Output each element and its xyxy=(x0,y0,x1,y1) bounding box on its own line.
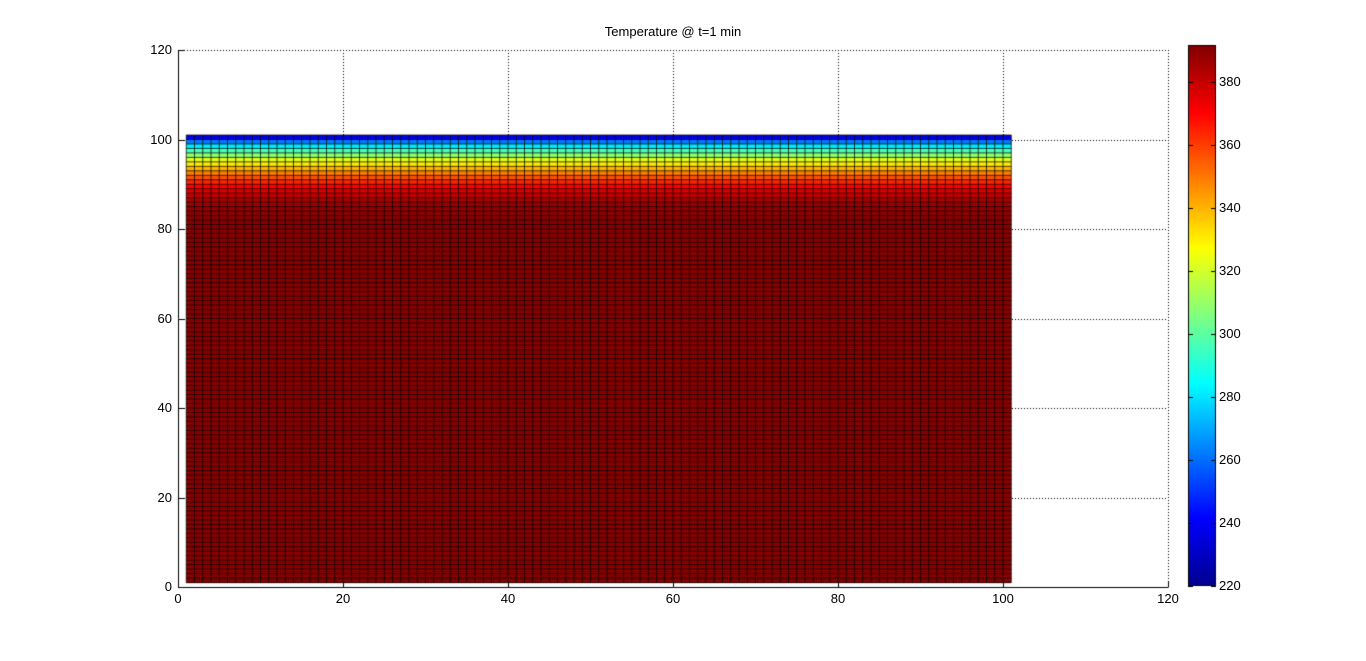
x-axis-tick-label: 40 xyxy=(500,591,516,606)
x-axis-tick-label: 100 xyxy=(992,591,1014,606)
x-axis-tick-label: 20 xyxy=(335,591,351,606)
colorbar-tick-label: 300 xyxy=(1219,326,1241,341)
y-axis-tick-label: 100 xyxy=(150,132,172,147)
colorbar-tick-label: 320 xyxy=(1219,263,1241,278)
chart-title: Temperature @ t=1 min xyxy=(604,24,742,39)
colorbar-tick-label: 340 xyxy=(1219,200,1241,215)
y-axis-tick-label: 120 xyxy=(150,42,172,57)
x-axis-tick-label: 60 xyxy=(665,591,681,606)
colorbar-tick-label: 380 xyxy=(1219,74,1241,89)
y-axis-tick-label: 40 xyxy=(157,400,172,415)
colorbar-tick-label: 240 xyxy=(1219,515,1241,530)
x-axis-tick-label: 80 xyxy=(830,591,846,606)
y-axis-tick-label: 80 xyxy=(157,221,172,236)
colorbar-tick-label: 260 xyxy=(1219,452,1241,467)
colorbar-tick-label: 360 xyxy=(1219,137,1241,152)
y-axis-tick-label: 0 xyxy=(164,579,172,594)
x-axis-tick-label: 0 xyxy=(174,591,182,606)
y-axis-tick-label: 20 xyxy=(157,490,172,505)
colorbar-tick-label: 220 xyxy=(1219,578,1241,593)
colorbar-tick-label: 280 xyxy=(1219,389,1241,404)
y-axis-tick-label: 60 xyxy=(157,311,172,326)
x-axis-tick-label: 120 xyxy=(1157,591,1179,606)
